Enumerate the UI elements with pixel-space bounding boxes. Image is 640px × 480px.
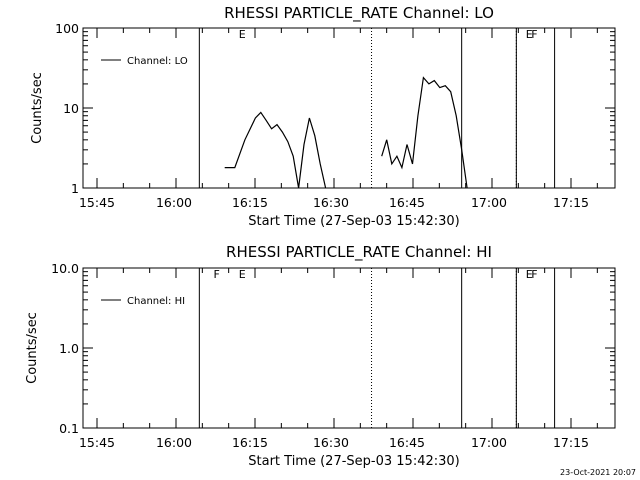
panel-1-series-line [224, 111, 327, 189]
panel-2-y-axis-label: Counts/sec [25, 312, 40, 384]
panel-2-y-tick-label: 1.0 [59, 341, 79, 356]
panel-1-legend-label: Channel: LO [127, 56, 188, 67]
panel-2-x-tick-label: 17:00 [471, 435, 507, 450]
panel-1-x-tick-label: 17:15 [553, 195, 589, 210]
panel-1-x-tick-label: 15:45 [79, 195, 115, 210]
panel-2-legend-label: Channel: HI [127, 296, 185, 307]
panel-1-series-line [381, 76, 468, 189]
panel-2-marker-letter: F [531, 268, 537, 281]
panel-2-x-tick-label: 16:00 [156, 435, 192, 450]
panel-2-y-tick-label: 0.1 [59, 421, 79, 436]
panel-1-y-tick-label: 1 [71, 181, 79, 196]
panel-1-x-tick-label: 16:30 [313, 195, 349, 210]
panel-2-marker-letter: F [213, 268, 219, 281]
panel-2-x-tick-label: 16:30 [313, 435, 349, 450]
panel-1-y-tick-label: 100 [55, 21, 79, 36]
panel-1-marker-letter: E [239, 28, 246, 41]
panel-1-plot-frame [82, 27, 616, 189]
panel-2-plot-frame [82, 267, 616, 429]
panel-2-x-tick-label: 16:45 [389, 435, 425, 450]
panel-2-x-axis-label: Start Time (27-Sep-03 15:42:30) [248, 454, 459, 469]
footer-timestamp: 23-Oct-2021 20:07 [560, 468, 636, 477]
panel-1-x-tick-label: 16:00 [156, 195, 192, 210]
panel-2-marker-letter: E [239, 268, 246, 281]
panel-1-x-axis-label: Start Time (27-Sep-03 15:42:30) [248, 214, 459, 229]
panel-1-y-tick-label: 10 [63, 101, 79, 116]
panel-1-marker-letter: F [531, 28, 537, 41]
panel-2-x-tick-label: 15:45 [79, 435, 115, 450]
panel-1-x-tick-label: 16:45 [389, 195, 425, 210]
panel-2-y-tick-label: 10.0 [51, 261, 79, 276]
panel-2-title: RHESSI PARTICLE_RATE Channel: HI [226, 243, 492, 262]
panel-2-x-tick-label: 17:15 [553, 435, 589, 450]
panel-2-marker-letter: E [526, 268, 533, 281]
panel-1-marker-letter: E [526, 28, 533, 41]
panel-1-x-tick-label: 16:15 [232, 195, 268, 210]
panel-2-x-tick-label: 16:15 [232, 435, 268, 450]
panel-1-title: RHESSI PARTICLE_RATE Channel: LO [224, 4, 494, 23]
panel-1-y-axis-label: Counts/sec [30, 72, 45, 144]
panel-1-x-tick-label: 17:00 [471, 195, 507, 210]
